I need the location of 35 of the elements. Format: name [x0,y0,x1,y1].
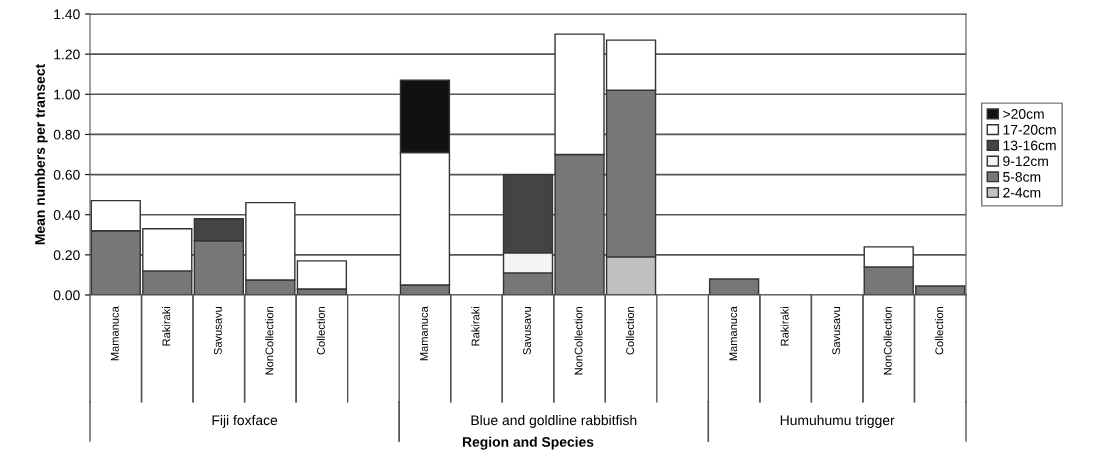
x-tick-label: Rakiraki [162,306,171,346]
text: Blue and goldline rabbitfish [471,414,637,428]
x-tick-label: NonCollection [574,306,583,375]
x-tick-label: Mamanuca [110,306,119,361]
x-tick-label: Savusavu [832,306,841,355]
x-tick-label: Mamanuca [729,306,738,361]
x-tick-label: Collection [316,306,325,355]
y-tick-label: 1.20 [54,49,80,60]
x-tick-label: Mamanuca [420,306,428,361]
y-tick-label: 0.00 [53,290,80,301]
y-tick-label: 1.00 [54,89,80,100]
legend-label: 5-8cm [1003,171,1041,182]
y-tick-label: 0.20 [53,250,80,261]
x-tick-label: Rakiraki [780,306,789,346]
x-tick-label: NonCollection [265,306,274,375]
legend-label: 2-4cm [1003,187,1041,198]
legend-label: 9-12cm [1003,156,1048,167]
y-axis-title: Mean numbers per transect [34,63,48,245]
x-tick-label: Collection [625,306,635,355]
x-tick-label: NonCollection [883,306,892,375]
x-tick-label: Savusavu [213,306,222,355]
bar [708,278,760,295]
y-tick-label: 1.40 [54,9,80,20]
y-tick-label: 0.60 [53,169,80,180]
legend-label: 17-20cm [1003,124,1056,135]
legend-label: >20cm [1003,109,1044,119]
text: Fiji foxface [212,414,278,428]
y-tick-label: 0.40 [53,210,80,220]
x-tick-label: Savusavu [523,306,531,355]
y-tick-label: 0.80 [53,129,80,140]
x-tick-label: Collection [935,306,944,355]
legend-label: 13-16cm [1003,140,1056,151]
x-tick-label: Rakiraki [471,306,480,346]
x-axis-title: Region and Species [462,436,594,450]
text: Humuhumu trigger [780,414,895,428]
